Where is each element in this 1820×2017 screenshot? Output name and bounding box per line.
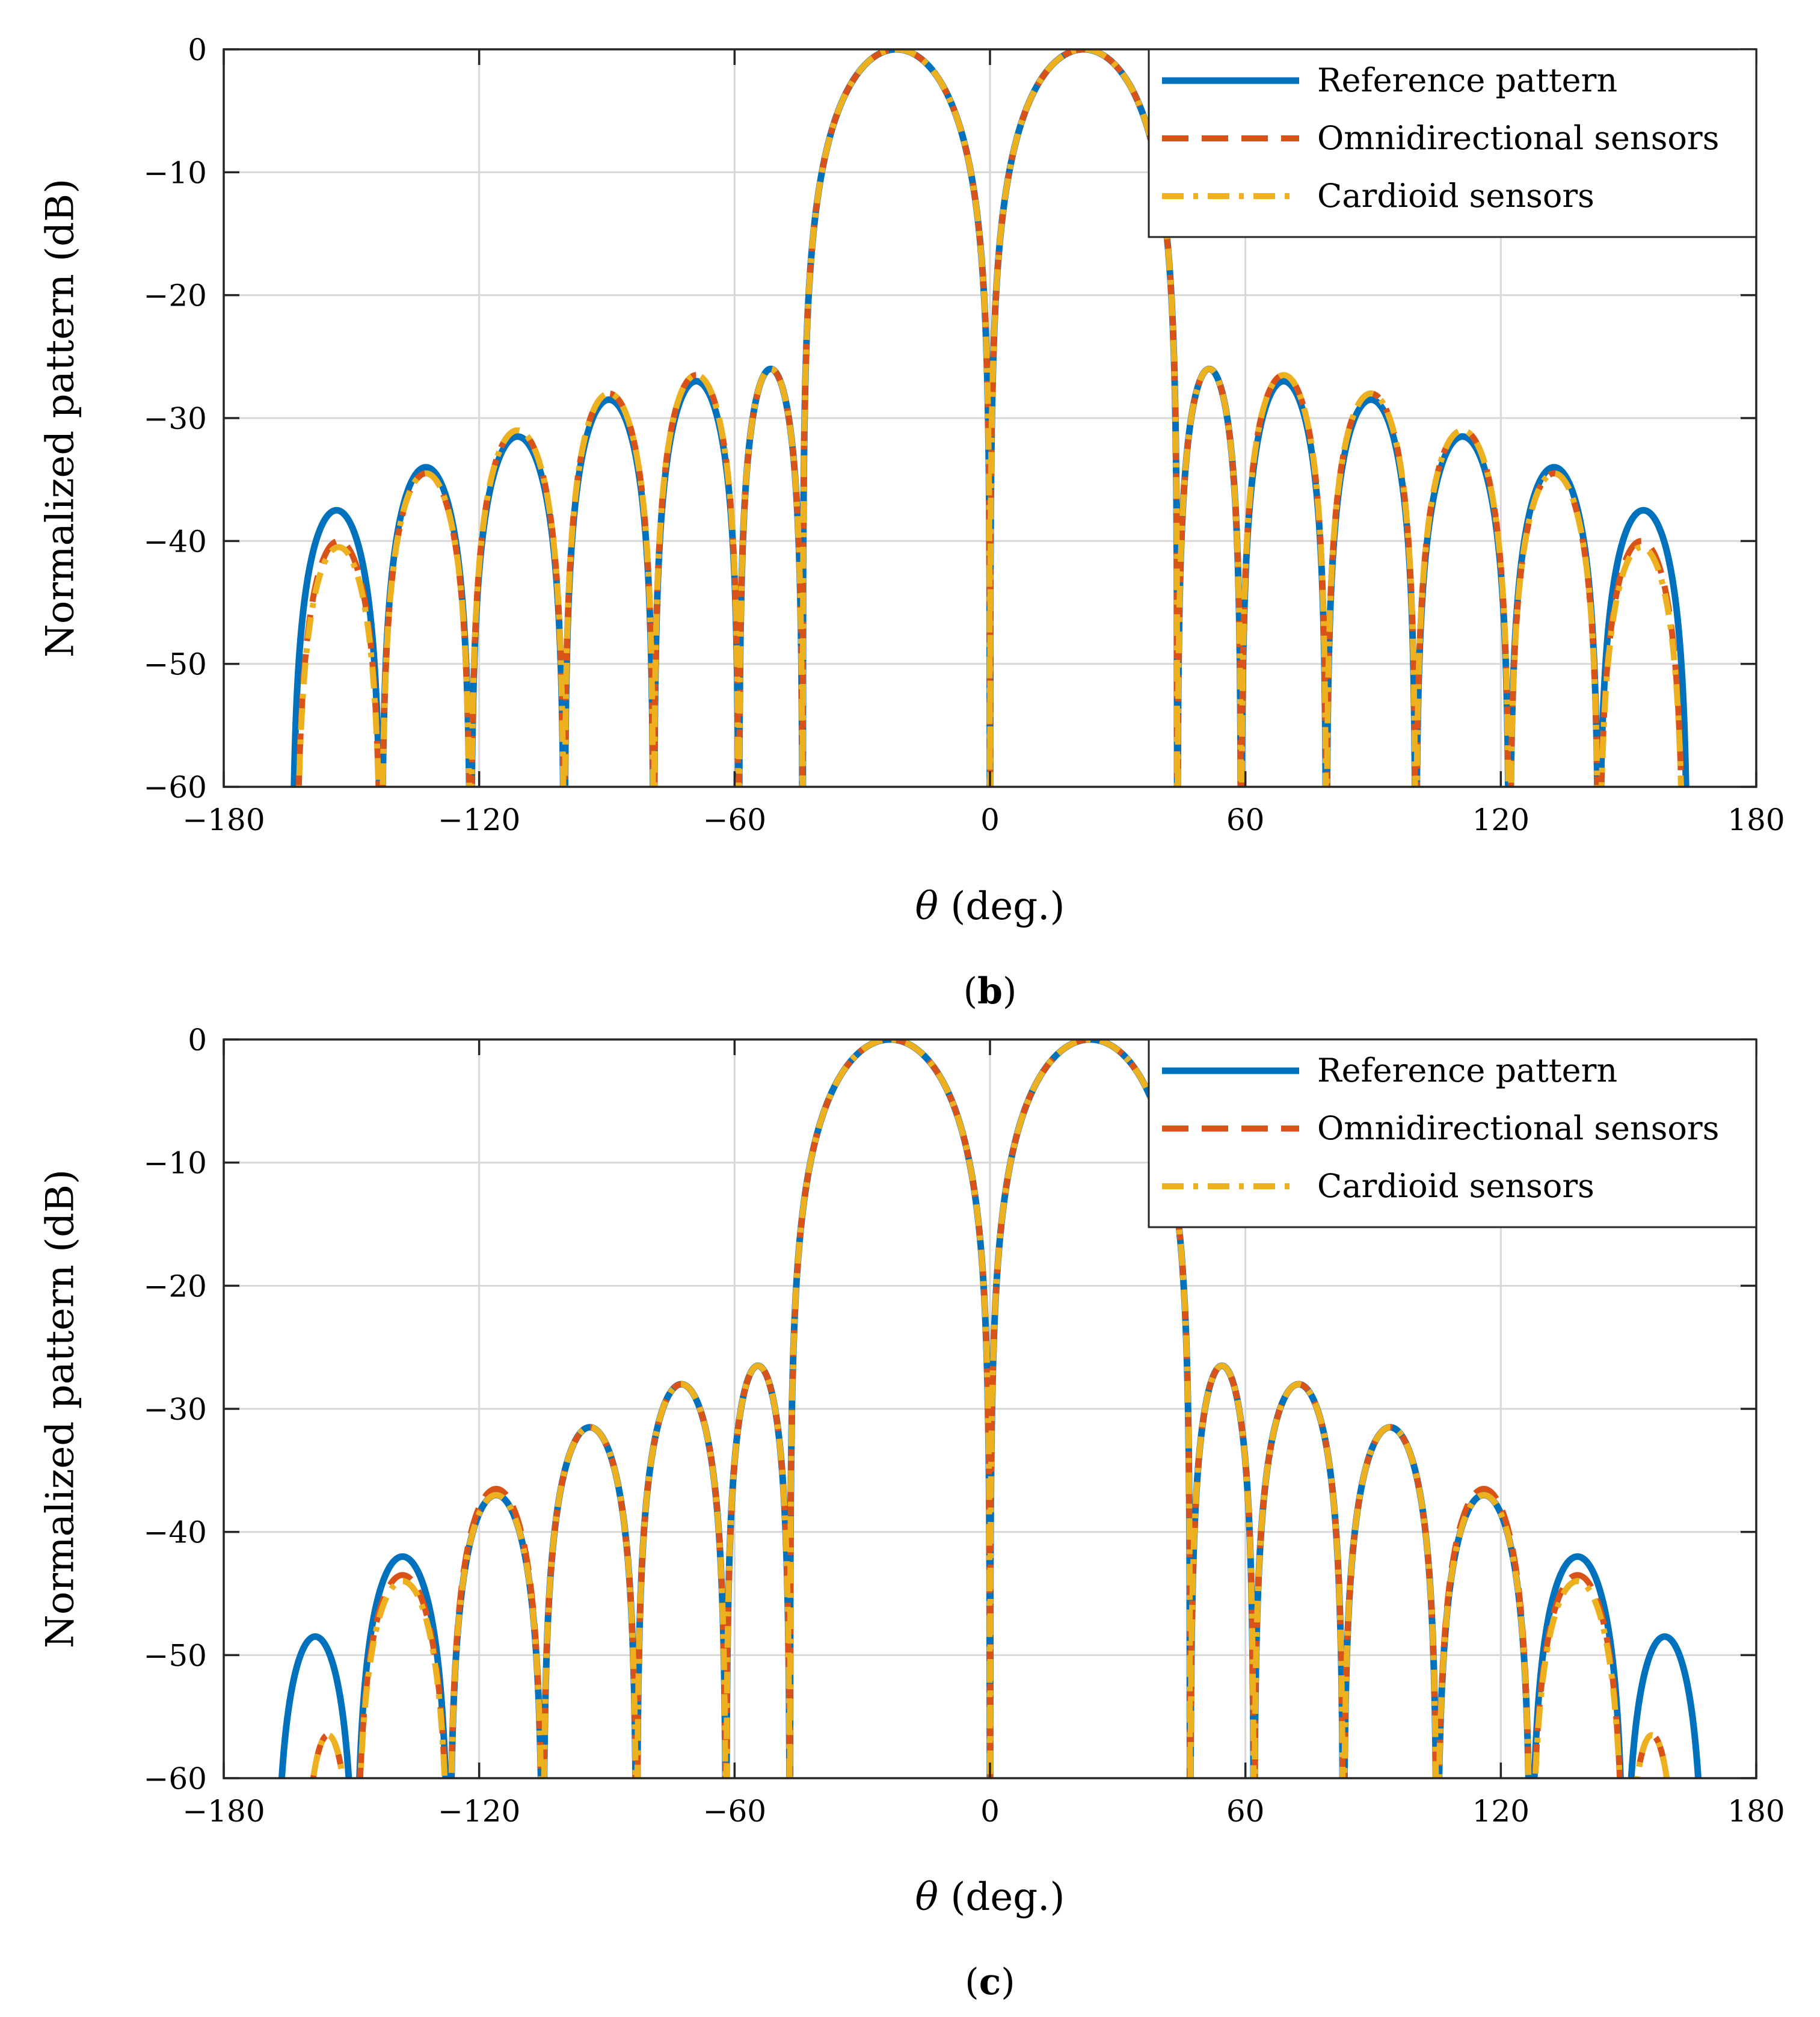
x-axis-unit: (deg.): [950, 1875, 1065, 1920]
x-tick-label: 0: [980, 802, 1000, 837]
x-tick-label: 180: [1727, 1794, 1785, 1829]
x-axis-unit: (deg.): [950, 884, 1065, 929]
legend-entry-label: Cardioid sensors: [1317, 1167, 1594, 1205]
y-tick-label: 0: [188, 1023, 207, 1058]
x-tick-label: 60: [1226, 802, 1265, 837]
y-tick-label: −60: [143, 770, 207, 805]
panel-caption: (b): [964, 970, 1017, 1012]
y-tick-label: −10: [143, 155, 207, 190]
y-tick-label: −40: [143, 524, 207, 559]
x-tick-label: 180: [1727, 802, 1785, 837]
x-axis-label: θ (deg.): [915, 1875, 1065, 1920]
series-line-cardioid-sensors: [296, 49, 1684, 787]
legend-entry-label: Omnidirectional sensors: [1317, 1109, 1719, 1147]
legend: Reference pattern Omnidirectional sensors…: [1148, 1038, 1757, 1228]
x-axis-label: θ (deg.): [915, 884, 1065, 929]
x-tick-label: −60: [703, 1794, 767, 1829]
y-tick-label: −50: [143, 647, 207, 682]
y-tick-label: −60: [143, 1761, 207, 1796]
panel-letter: c: [979, 1961, 1001, 2003]
x-tick-label: 60: [1226, 1794, 1265, 1829]
y-tick-label: 0: [188, 32, 207, 67]
series-line-cardioid-sensors: [310, 1039, 1670, 1778]
y-axis-label: Normalized pattern (dB): [38, 1169, 83, 1648]
panel-caption: (c): [965, 1961, 1015, 2003]
x-tick-label: −180: [182, 1794, 265, 1829]
x-tick-label: 120: [1472, 802, 1529, 837]
legend-entry-label: Omnidirectional sensors: [1317, 119, 1719, 157]
x-tick-label: −120: [438, 1794, 520, 1829]
y-tick-label: −10: [143, 1146, 207, 1181]
panel-letter: b: [977, 970, 1003, 1012]
chart-panel-c: −180 −120 −60 0 60 120 1800−10−20−30−40−50−60 …: [38, 1023, 1785, 2003]
y-tick-label: −30: [143, 401, 207, 436]
x-tick-label: 120: [1472, 1794, 1529, 1829]
legend-entry-label: Reference pattern: [1317, 61, 1617, 99]
x-tick-label: 0: [980, 1794, 1000, 1829]
legend: Reference pattern Omnidirectional sensors…: [1148, 48, 1757, 238]
y-tick-label: −50: [143, 1638, 207, 1673]
y-tick-label: −20: [143, 279, 207, 313]
y-axis-label: Normalized pattern (dB): [38, 179, 83, 657]
legend-entry-label: Reference pattern: [1317, 1052, 1617, 1089]
y-tick-label: −30: [143, 1392, 207, 1427]
x-tick-label: −120: [438, 802, 520, 837]
y-tick-label: −40: [143, 1515, 207, 1550]
y-tick-label: −20: [143, 1269, 207, 1304]
chart-panel-b: −180 −120 −60 0 60 120 1800−10−20−30−40−50−60 …: [38, 32, 1785, 1012]
x-axis-symbol: θ: [915, 1875, 939, 1920]
x-tick-label: −60: [703, 802, 767, 837]
legend-entry-label: Cardioid sensors: [1317, 177, 1594, 215]
x-axis-symbol: θ: [915, 884, 939, 929]
x-tick-label: −180: [182, 802, 265, 837]
